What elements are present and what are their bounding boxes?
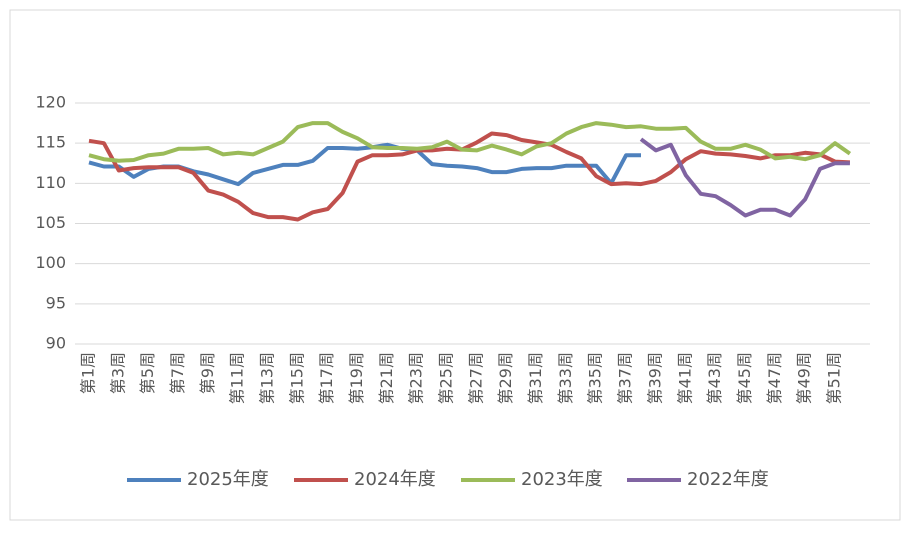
x-tick-label: 第1周 <box>78 352 97 394</box>
legend-label: 2022年度 <box>687 469 769 490</box>
legend-label: 2023年度 <box>521 469 603 490</box>
x-tick-label: 第11周 <box>228 352 247 404</box>
chart-frame <box>9 9 901 521</box>
y-tick-label: 120 <box>35 93 66 112</box>
x-tick-label: 第45周 <box>735 352 754 404</box>
y-tick-label: 105 <box>35 213 66 232</box>
y-tick-label: 110 <box>35 173 66 192</box>
x-tick-label: 第41周 <box>675 352 694 404</box>
series-line <box>88 131 851 222</box>
y-tick-label: 90 <box>46 334 66 353</box>
x-tick-label: 第51周 <box>824 352 843 404</box>
x-tick-label: 第25周 <box>437 352 456 404</box>
x-tick-label: 第7周 <box>168 352 187 394</box>
x-tick-label: 第47周 <box>765 352 784 404</box>
y-tick-label: 95 <box>46 293 66 312</box>
y-tick-label: 115 <box>35 133 66 152</box>
x-tick-label: 第3周 <box>108 352 127 394</box>
x-tick-label: 第21周 <box>377 352 396 404</box>
series-line <box>639 137 850 218</box>
x-tick-label: 第13周 <box>258 352 277 404</box>
x-tick-label: 第5周 <box>138 352 157 394</box>
x-tick-label: 第19周 <box>347 352 366 404</box>
x-tick-label: 第27周 <box>466 352 485 404</box>
series-line <box>88 121 852 163</box>
x-tick-label: 第37周 <box>616 352 635 404</box>
x-tick-label: 第35周 <box>586 352 605 404</box>
y-tick-label: 100 <box>35 253 66 272</box>
x-tick-label: 第49周 <box>795 352 814 404</box>
x-tick-label: 第39周 <box>645 352 664 404</box>
x-tick-label: 第17周 <box>317 352 336 404</box>
x-tick-label: 第31周 <box>526 352 545 404</box>
x-tick-label: 第23周 <box>407 352 426 404</box>
x-tick-label: 第33周 <box>556 352 575 404</box>
x-tick-label: 第43周 <box>705 352 724 404</box>
legend-label: 2025年度 <box>187 469 269 490</box>
x-tick-label: 第29周 <box>496 352 515 404</box>
x-tick-label: 第15周 <box>287 352 306 404</box>
x-tick-label: 第9周 <box>198 352 217 394</box>
legend-label: 2024年度 <box>354 469 436 490</box>
